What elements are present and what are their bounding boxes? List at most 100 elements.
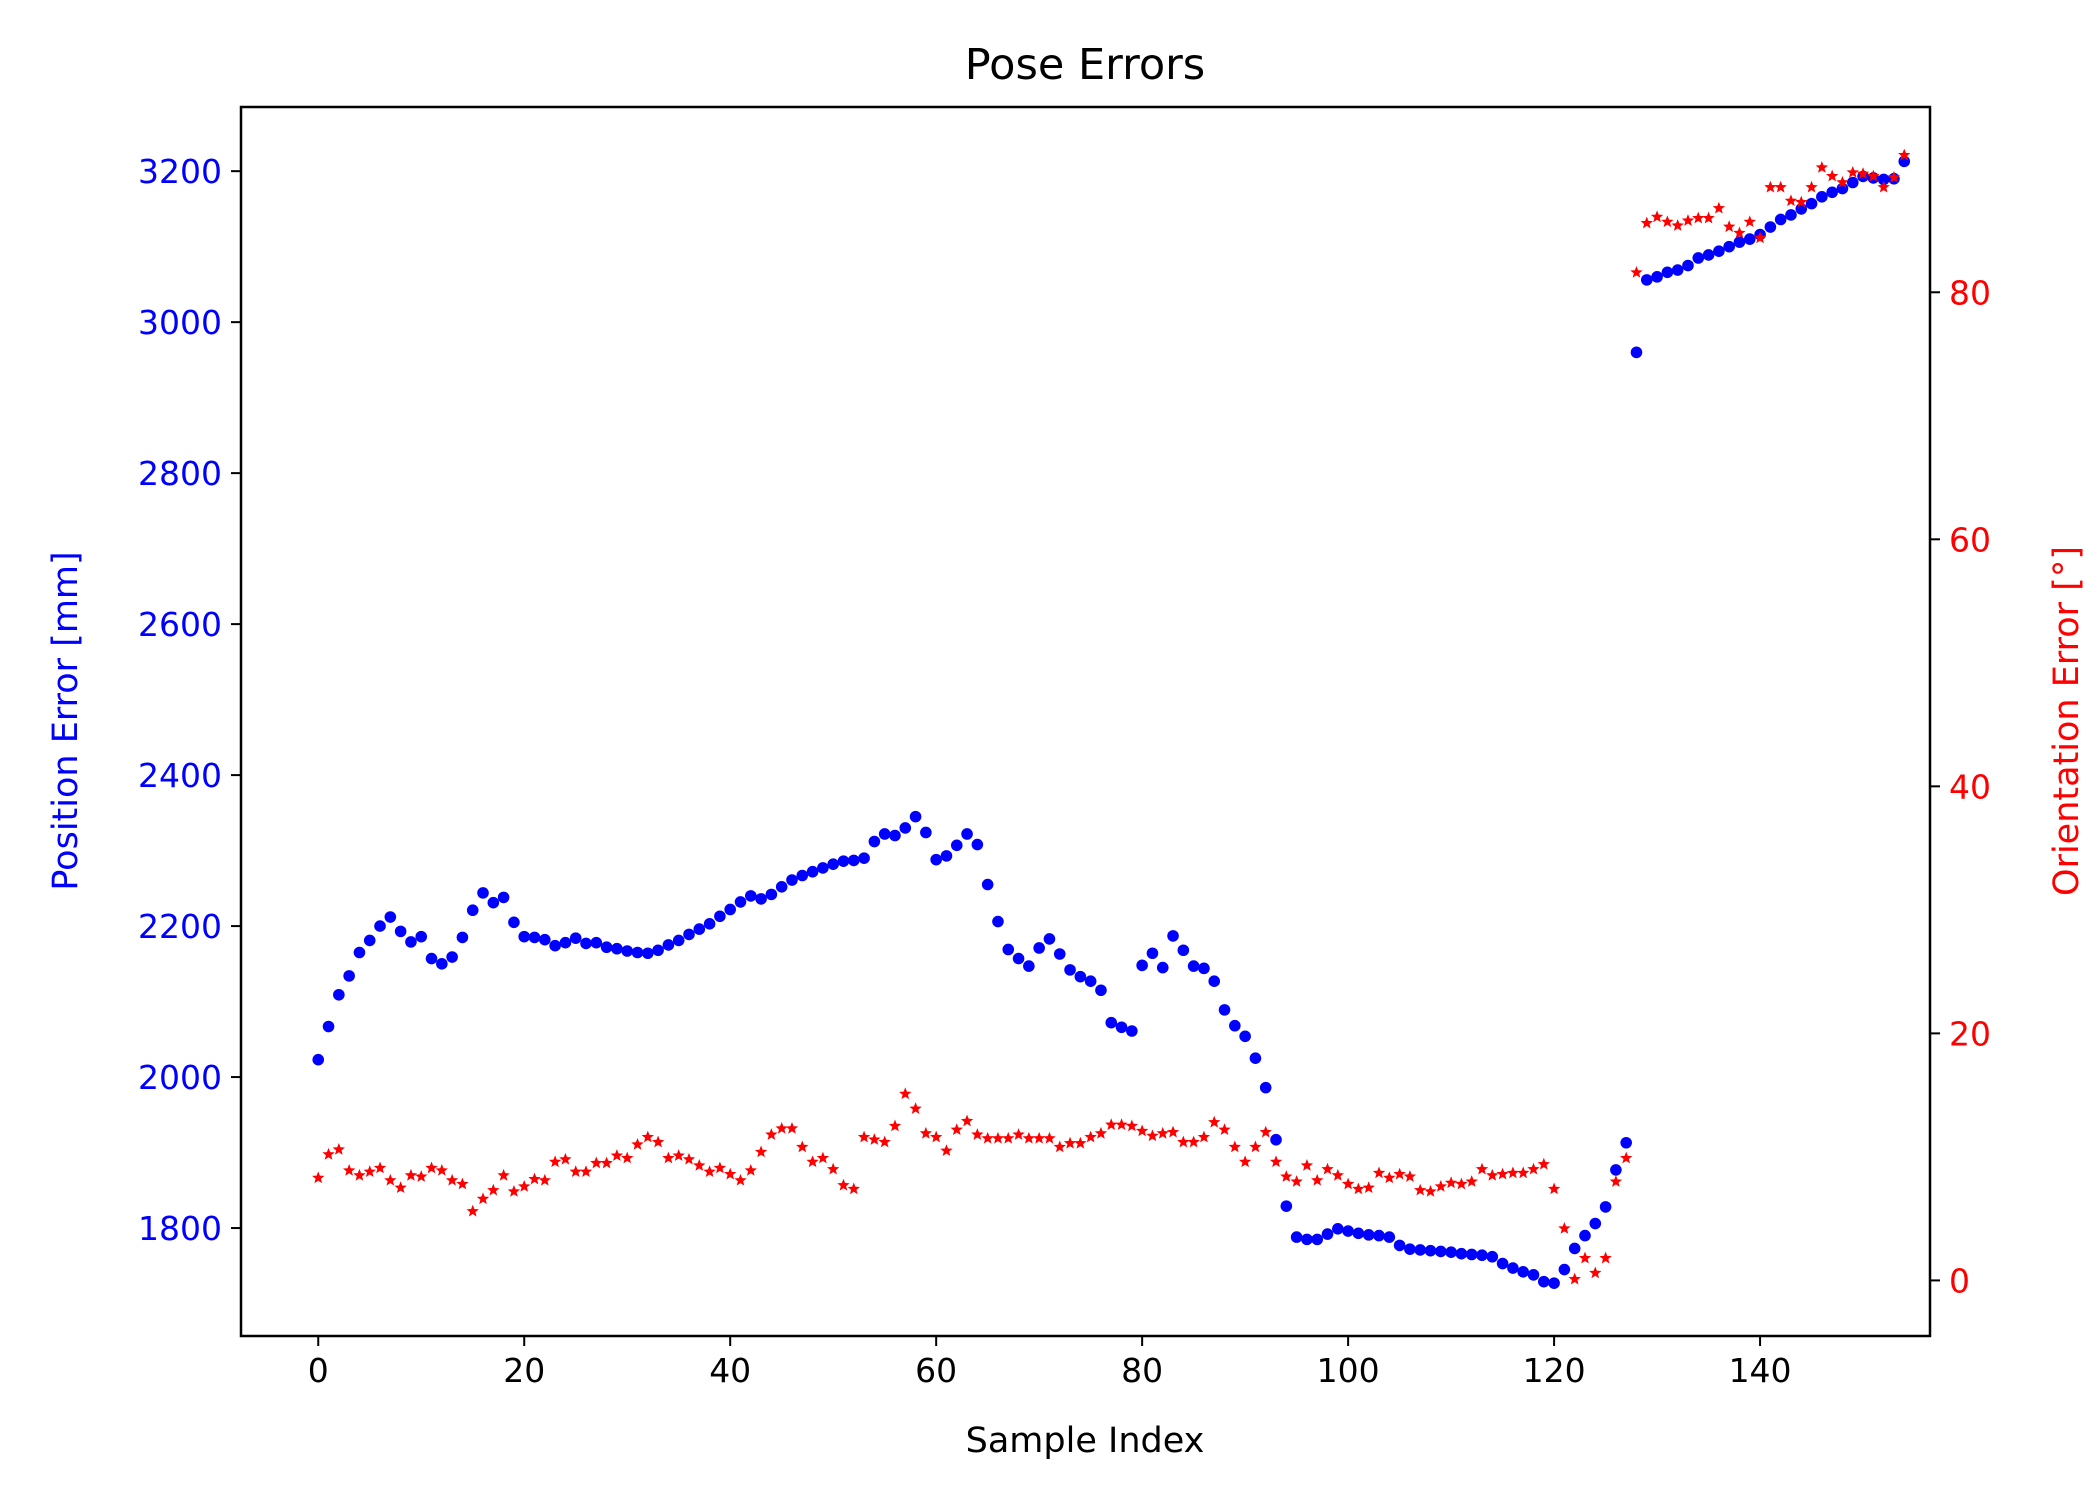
position-error-point [1774, 213, 1787, 226]
orientation-error-point [528, 1172, 541, 1185]
orientation-error-point [518, 1180, 531, 1192]
right-axis-label: Orientation Error [°] [2047, 546, 2087, 896]
position-error-point [992, 915, 1004, 928]
position-error-point [899, 822, 912, 834]
plot-frame [239, 105, 1932, 1338]
position-error-point [1816, 191, 1828, 203]
position-error-point [508, 916, 520, 929]
orientation-error-point [1115, 1118, 1128, 1131]
orientation-error-point [445, 1173, 459, 1186]
orientation-error-point [497, 1168, 510, 1181]
orientation-error-point [1311, 1173, 1324, 1186]
position-error-point [487, 896, 500, 909]
orientation-error-point [1022, 1131, 1036, 1144]
orientation-error-point [1146, 1129, 1159, 1142]
position-error-point [384, 911, 397, 923]
position-error-point [1424, 1244, 1437, 1257]
position-error-point [1167, 930, 1179, 942]
position-error-point [1218, 1004, 1231, 1016]
orientation-error-point [1815, 161, 1829, 173]
orientation-error-point [919, 1126, 933, 1139]
position-error-point [1023, 960, 1035, 972]
orientation-error-point [744, 1163, 757, 1176]
position-error-point [1610, 1164, 1622, 1176]
orientation-error-point [1846, 165, 1859, 178]
orientation-error-point [703, 1165, 716, 1177]
orientation-error-point [394, 1181, 407, 1194]
orientation-error-point [1094, 1126, 1108, 1139]
orientation-error-point [1733, 226, 1746, 239]
orientation-error-point [1032, 1131, 1046, 1144]
position-error-point [1352, 1227, 1365, 1240]
orientation-error-point [1867, 169, 1880, 182]
position-error-point [333, 988, 345, 1001]
position-error-point [1877, 173, 1890, 186]
position-error-point [1671, 264, 1684, 276]
position-error-point [1198, 962, 1210, 975]
position-error-point [1465, 1248, 1478, 1261]
orientation-error-point [1640, 216, 1653, 229]
orientation-error-point [1661, 215, 1674, 228]
left-tick-label: 3000 [138, 303, 222, 342]
orientation-error-point [1558, 1222, 1571, 1234]
orientation-error-point [322, 1147, 335, 1160]
position-error-point [1290, 1231, 1303, 1243]
orientation-error-point [1517, 1166, 1530, 1179]
orientation-error-point [538, 1173, 551, 1186]
position-error-point [940, 850, 953, 862]
plot-area [241, 107, 1930, 1336]
orientation-error-point [847, 1182, 860, 1195]
orientation-error-point [1208, 1115, 1221, 1128]
position-error-point [1743, 233, 1756, 245]
position-error-point [1074, 970, 1087, 983]
orientation-error-point [1774, 180, 1787, 193]
orientation-error-point [1722, 220, 1736, 233]
orientation-error-point [1414, 1183, 1427, 1196]
orientation-error-point [631, 1138, 644, 1150]
position-error-point [909, 810, 922, 823]
orientation-error-point [1712, 201, 1726, 214]
position-error-point [374, 920, 386, 932]
position-error-point [1187, 960, 1200, 972]
orientation-error-point [1269, 1155, 1283, 1168]
right-tick-label: 60 [1949, 520, 1991, 559]
position-error-point [1115, 1021, 1128, 1034]
orientation-error-point [899, 1087, 912, 1100]
orientation-error-point [1341, 1177, 1355, 1190]
position-error-point [1445, 1246, 1457, 1258]
orientation-error-point [1372, 1166, 1386, 1179]
position-error-point [1208, 975, 1221, 987]
position-error-point [1846, 176, 1859, 189]
orientation-error-point [837, 1178, 850, 1191]
orientation-error-point [1321, 1162, 1334, 1175]
position-error-point [477, 887, 489, 899]
position-error-point [1785, 209, 1797, 221]
orientation-error-point [1290, 1175, 1303, 1187]
right-tick-label: 20 [1949, 1014, 1991, 1053]
position-error-point [1476, 1249, 1488, 1262]
orientation-error-point [816, 1151, 830, 1164]
position-error-point [1362, 1229, 1375, 1241]
position-error-point [549, 939, 561, 952]
orientation-error-point [857, 1130, 871, 1143]
position-error-point [1455, 1247, 1468, 1260]
position-error-point [518, 930, 531, 943]
left-tick-label: 2000 [138, 1058, 222, 1097]
position-error-point [796, 869, 809, 882]
position-error-point [765, 888, 778, 901]
position-error-point [1826, 186, 1838, 199]
position-error-point [703, 918, 716, 930]
orientation-error-point [754, 1145, 768, 1158]
position-error-point [1301, 1233, 1313, 1246]
left-tick-label: 2400 [138, 756, 222, 795]
orientation-error-point [929, 1130, 943, 1143]
position-error-point [683, 928, 695, 941]
position-error-point [312, 1053, 325, 1066]
orientation-error-point [1681, 214, 1695, 226]
orientation-error-point [796, 1140, 809, 1153]
orientation-error-point [1620, 1151, 1633, 1164]
position-error-point [1527, 1269, 1540, 1281]
position-error-point [1383, 1231, 1396, 1243]
orientation-error-point [888, 1119, 902, 1132]
orientation-error-point [1527, 1162, 1540, 1175]
